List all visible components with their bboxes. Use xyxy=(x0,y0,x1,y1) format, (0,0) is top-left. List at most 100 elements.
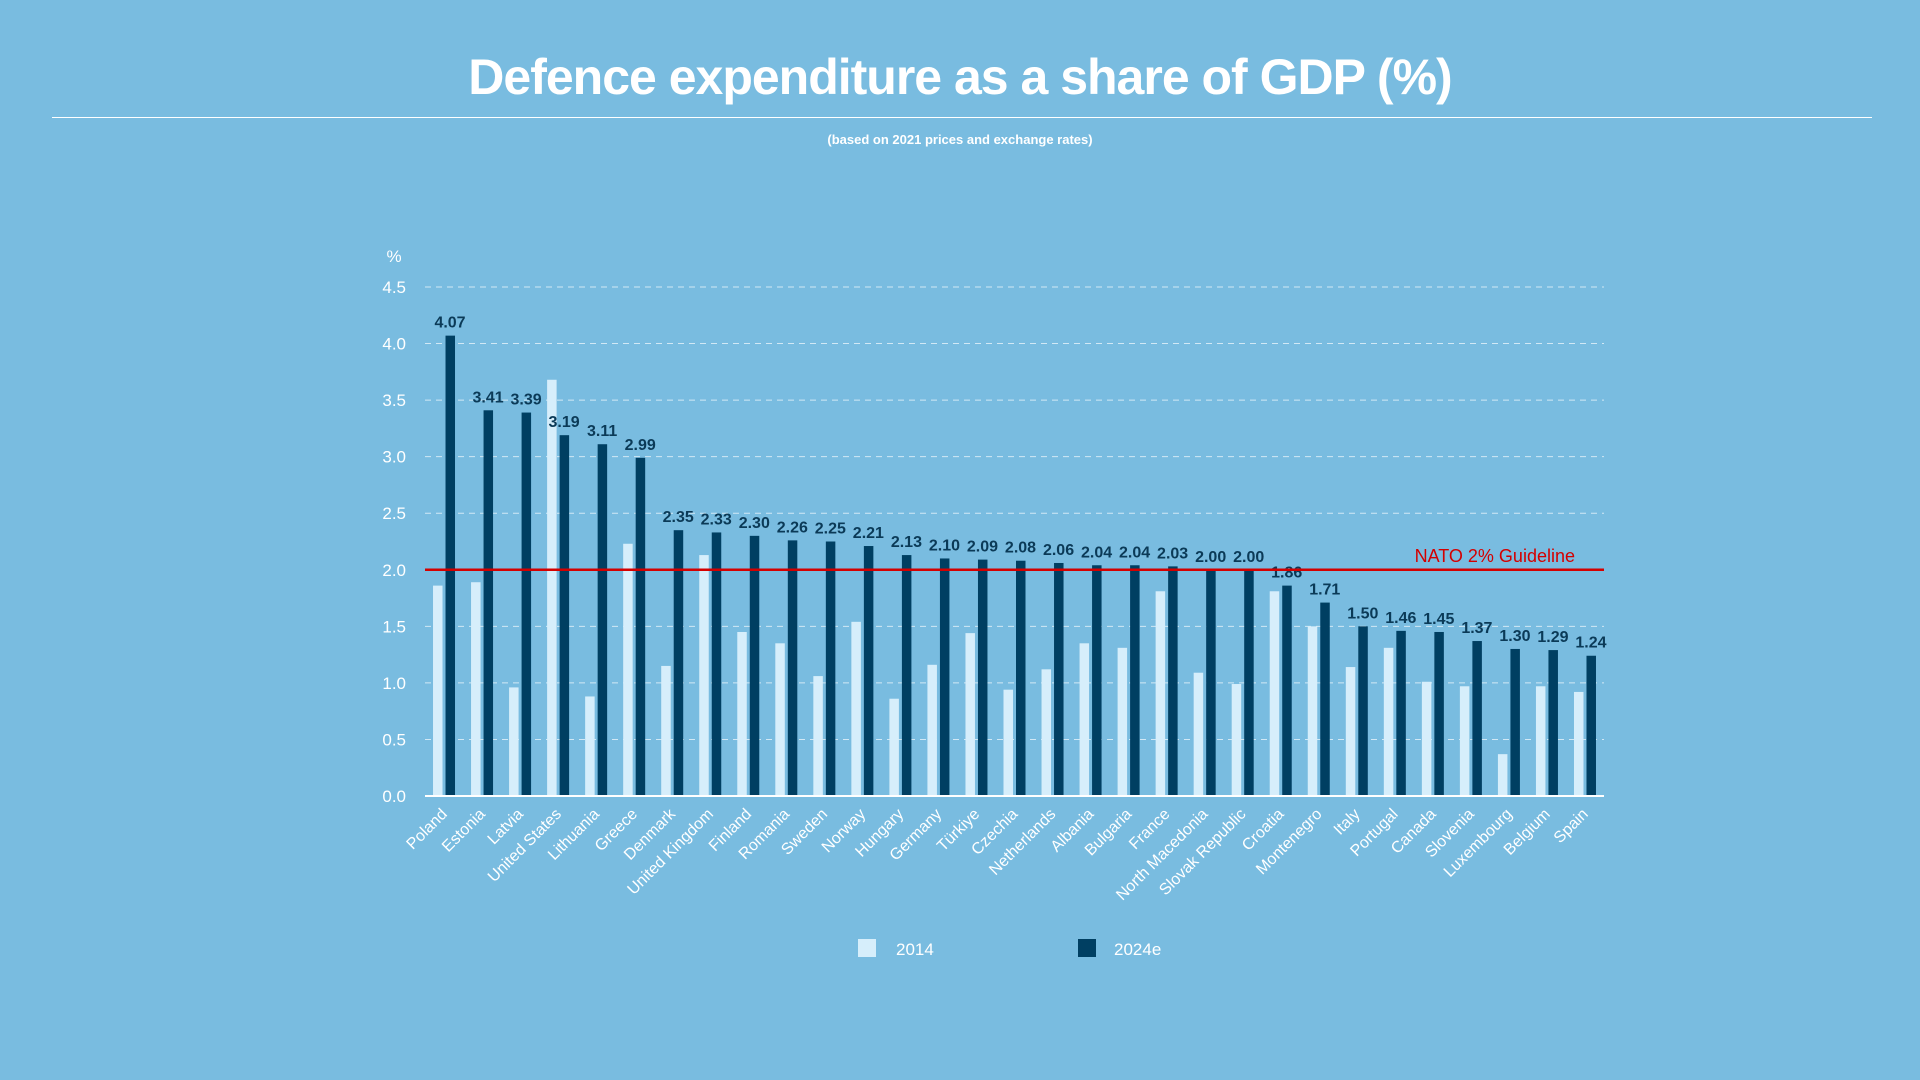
bar-2024e-0 xyxy=(445,335,456,796)
bar-2014-14 xyxy=(965,633,975,796)
data-label: 2.04 xyxy=(1081,544,1112,561)
data-label: 2.10 xyxy=(929,537,960,554)
bar-2024e-26 xyxy=(1434,631,1444,796)
bar-2014-8 xyxy=(737,631,747,796)
data-label: 1.45 xyxy=(1423,611,1454,628)
data-label: 3.19 xyxy=(549,414,580,431)
x-tick-label: Italy xyxy=(1331,806,1364,839)
data-label: 2.03 xyxy=(1157,545,1188,562)
bar-2024e-2 xyxy=(521,412,532,796)
bar-2014-2 xyxy=(509,687,519,796)
y-tick-label: 2.0 xyxy=(382,561,406,580)
data-label: 2.06 xyxy=(1043,542,1074,559)
bar-2014-5 xyxy=(623,543,633,796)
y-tick-label: 1.5 xyxy=(382,617,406,636)
data-label: 3.11 xyxy=(587,423,617,440)
y-tick-label: 4.5 xyxy=(382,278,406,297)
bar-2014-4 xyxy=(585,696,595,796)
bar-2024e-29 xyxy=(1548,650,1558,796)
bar-2024e-23 xyxy=(1320,602,1330,796)
bar-2024e-18 xyxy=(1130,565,1140,796)
chart-subtitle: (based on 2021 prices and exchange rates… xyxy=(827,132,1093,147)
data-label: 1.24 xyxy=(1575,635,1606,652)
bar-2014-10 xyxy=(813,676,823,796)
y-tick-label: 3.5 xyxy=(382,391,406,410)
bar-2014-24 xyxy=(1345,667,1356,796)
bar-2014-7 xyxy=(699,555,709,796)
data-label: 2.00 xyxy=(1233,549,1264,566)
legend-swatch-2014 xyxy=(858,939,876,957)
x-tick-label: Estonia xyxy=(439,806,489,856)
data-label: 1.46 xyxy=(1385,610,1416,627)
bar-2014-1 xyxy=(471,582,481,796)
bar-2014-18 xyxy=(1117,647,1128,796)
data-label: 2.35 xyxy=(663,509,694,526)
data-label: 1.86 xyxy=(1271,565,1302,582)
legend-swatch-2024e xyxy=(1078,939,1096,957)
bar-2014-15 xyxy=(1003,689,1013,796)
data-label: 2.08 xyxy=(1005,540,1036,557)
data-label: 3.39 xyxy=(511,392,542,409)
data-label: 2.26 xyxy=(777,519,808,536)
data-label: 2.00 xyxy=(1195,549,1226,566)
y-tick-label: 3.0 xyxy=(382,448,406,467)
y-tick-label: 4.0 xyxy=(382,335,406,354)
data-label: 1.50 xyxy=(1347,605,1378,622)
bar-2024e-10 xyxy=(825,541,836,796)
bar-2014-13 xyxy=(927,664,937,796)
y-tick-label: 0.0 xyxy=(382,787,406,806)
bar-2014-25 xyxy=(1383,647,1394,796)
bar-2024e-9 xyxy=(787,540,798,796)
data-label: 2.21 xyxy=(853,525,884,542)
bar-2014-3 xyxy=(547,379,557,796)
bar-2024e-8 xyxy=(749,535,760,796)
bar-2014-28 xyxy=(1497,754,1508,796)
bar-2014-19 xyxy=(1155,591,1166,796)
data-label: 1.29 xyxy=(1537,629,1568,646)
bar-2024e-30 xyxy=(1586,655,1596,796)
chart-title: Defence expenditure as a share of GDP (%… xyxy=(468,49,1452,105)
bar-2024e-11 xyxy=(863,546,874,796)
bar-2014-16 xyxy=(1041,669,1052,796)
x-tick-label: Spain xyxy=(1551,806,1592,847)
bar-2024e-7 xyxy=(711,532,722,796)
bar-2014-6 xyxy=(661,665,671,796)
bar-2024e-19 xyxy=(1168,566,1178,796)
data-label: 2.99 xyxy=(625,437,656,454)
data-label: 4.07 xyxy=(434,315,465,332)
bar-2024e-6 xyxy=(673,530,684,796)
data-label: 2.04 xyxy=(1119,544,1150,561)
bar-2014-12 xyxy=(889,698,899,796)
bar-2024e-12 xyxy=(901,555,912,796)
bar-2024e-27 xyxy=(1472,641,1482,796)
legend-label-2014: 2014 xyxy=(896,940,934,959)
bar-2014-23 xyxy=(1307,626,1318,796)
bar-2024e-21 xyxy=(1244,569,1254,796)
bar-2014-30 xyxy=(1573,691,1584,796)
data-label: 2.30 xyxy=(739,515,770,532)
bar-2014-26 xyxy=(1421,681,1432,796)
data-label: 2.33 xyxy=(701,511,732,528)
bar-2024e-24 xyxy=(1358,626,1368,796)
bar-2024e-4 xyxy=(597,444,608,796)
y-tick-label: 1.0 xyxy=(382,674,406,693)
bar-2014-29 xyxy=(1535,686,1546,796)
y-tick-label: 2.5 xyxy=(382,504,406,523)
data-label: 1.30 xyxy=(1499,628,1530,645)
bar-2014-17 xyxy=(1079,643,1090,796)
y-tick-label: 0.5 xyxy=(382,730,406,749)
nato-guideline-label: NATO 2% Guideline xyxy=(1415,546,1575,566)
legend-label-2024e: 2024e xyxy=(1114,940,1161,959)
bar-2024e-25 xyxy=(1396,630,1406,796)
bar-2024e-1 xyxy=(483,410,494,796)
data-label: 3.41 xyxy=(472,389,503,406)
data-label: 2.13 xyxy=(891,534,922,551)
bar-2024e-22 xyxy=(1282,585,1292,796)
bar-2014-9 xyxy=(775,643,785,796)
bar-2014-0 xyxy=(433,585,443,796)
data-label: 2.25 xyxy=(815,521,846,538)
bar-2024e-3 xyxy=(559,435,570,796)
data-label: 1.71 xyxy=(1309,582,1340,599)
bar-2024e-16 xyxy=(1054,562,1064,796)
bar-2024e-17 xyxy=(1092,565,1102,796)
